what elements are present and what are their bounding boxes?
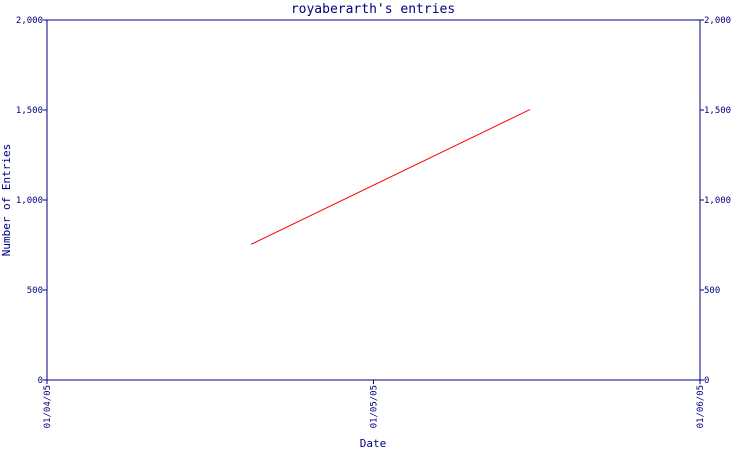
y-tick-label-right: 1,000	[704, 196, 731, 206]
y-tick-label-left: 500	[27, 286, 43, 296]
chart-title: royaberarth's entries	[291, 2, 455, 17]
x-axis: 01/04/05 01/05/05 01/06/05	[43, 380, 706, 428]
right-y-axis: 0 500 1,000 1,500 2,000	[700, 16, 731, 386]
y-tick-label-left: 0	[38, 376, 43, 386]
y-tick-label-left: 1,500	[16, 106, 43, 116]
y-tick-label-left: 1,000	[16, 196, 43, 206]
series-group	[250, 109, 531, 245]
x-tick-label: 01/06/05	[696, 385, 706, 428]
y-tick-label-right: 1,500	[704, 106, 731, 116]
plot-frame	[46, 19, 701, 381]
left-y-axis: 0 500 1,000 1,500 2,000	[16, 16, 47, 386]
x-tick-label: 01/04/05	[43, 385, 53, 428]
y-tick-label-left: 2,000	[16, 16, 43, 26]
x-tick-label: 01/05/05	[370, 385, 380, 428]
y-tick-label-right: 2,000	[704, 16, 731, 26]
series-line	[250, 109, 531, 245]
x-axis-title: Date	[360, 437, 387, 450]
y-tick-label-right: 0	[704, 376, 709, 386]
y-axis-title: Number of Entries	[0, 144, 13, 257]
y-tick-label-right: 500	[704, 286, 720, 296]
